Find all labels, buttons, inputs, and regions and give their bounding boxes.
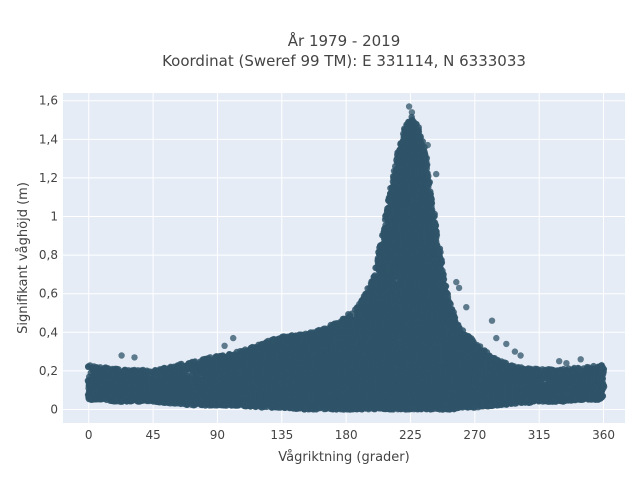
chart-container: 04590135180225270315360 00,20,40,60,811,… [0,0,640,480]
scatter-chart: 04590135180225270315360 00,20,40,60,811,… [0,0,640,480]
